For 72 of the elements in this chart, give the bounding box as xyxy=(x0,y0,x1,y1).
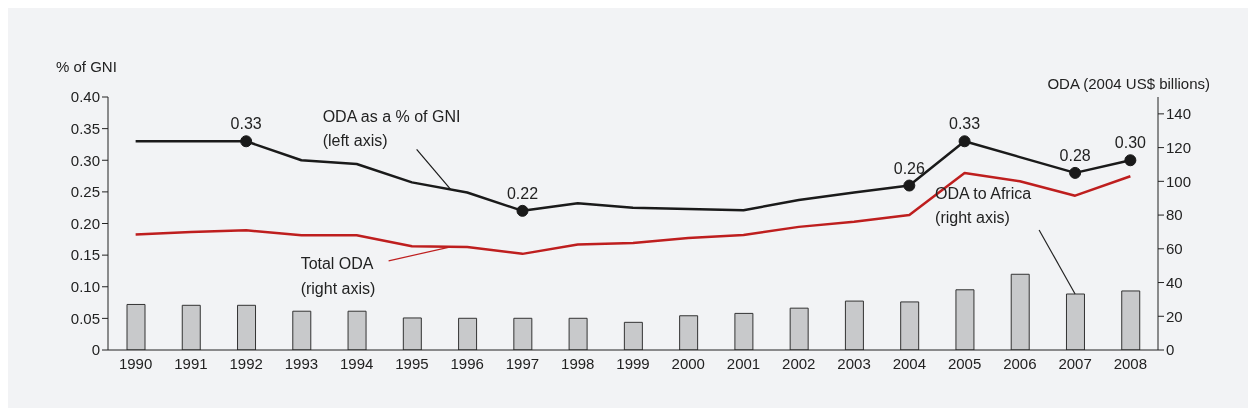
x-tick-label: 2003 xyxy=(837,354,871,372)
data-label: 0.30 xyxy=(1114,134,1147,152)
point xyxy=(958,135,971,148)
y2-tick-label: 100 xyxy=(1166,172,1192,190)
y-tick-label: 0.20 xyxy=(70,214,100,232)
bar xyxy=(402,317,422,350)
x-tick-label: 1994 xyxy=(340,354,374,372)
x-tick-label: 2000 xyxy=(671,354,705,372)
x-tick-label: 2007 xyxy=(1058,354,1092,372)
x-tick-label: 1991 xyxy=(174,354,208,372)
y2-tick-label: 40 xyxy=(1166,273,1183,291)
y-tick-label: 0.10 xyxy=(70,278,100,296)
x-tick-label: 1998 xyxy=(561,354,595,372)
bar xyxy=(679,315,699,350)
x-tick-label: 1996 xyxy=(450,354,484,372)
point xyxy=(1069,166,1082,179)
bar xyxy=(1010,273,1030,350)
bar xyxy=(1065,293,1085,350)
data-label: 0.33 xyxy=(949,115,981,133)
point xyxy=(516,204,529,217)
x-tick-label: 1993 xyxy=(284,354,319,372)
y-tick-label: 0.40 xyxy=(70,88,100,106)
x-tick-label: 2005 xyxy=(947,354,982,372)
y-tick-label: 0 xyxy=(91,341,100,359)
y2-tick-label: 80 xyxy=(1166,206,1183,224)
data-label: 0.26 xyxy=(893,159,925,177)
point xyxy=(903,179,916,192)
x-tick-label: 2008 xyxy=(1113,354,1148,372)
bar xyxy=(844,300,864,350)
bar xyxy=(347,310,367,350)
y-tick-label: 0.30 xyxy=(70,151,100,169)
x-tick-label: 2001 xyxy=(726,354,761,372)
point xyxy=(1124,154,1137,167)
data-label: 0.33 xyxy=(230,115,262,133)
bar xyxy=(623,321,643,350)
bar xyxy=(458,317,478,350)
point xyxy=(240,135,253,148)
bar xyxy=(1121,290,1141,350)
y-axis-title: % of GNI xyxy=(56,58,117,75)
x-tick-label: 2006 xyxy=(1003,354,1037,372)
data-label: 0.22 xyxy=(506,184,539,202)
bar xyxy=(126,303,146,350)
x-tick-label: 1990 xyxy=(118,354,153,372)
y2-tick-label: 140 xyxy=(1166,105,1192,123)
y2-tick-label: 60 xyxy=(1166,240,1183,258)
y2-tick-label: 0 xyxy=(1166,341,1175,359)
bar xyxy=(181,304,201,350)
series-label: Total ODA (right axis) xyxy=(300,254,376,297)
x-tick-label: 1995 xyxy=(395,354,429,372)
x-tick-label: 1999 xyxy=(616,354,650,372)
x-tick-label: 2004 xyxy=(892,354,926,372)
bar xyxy=(734,312,754,350)
series-label: ODA as a % of GNI (left axis) xyxy=(322,108,461,150)
y2-tick-label: 120 xyxy=(1166,138,1192,156)
bar xyxy=(568,317,588,350)
x-tick-label: 1992 xyxy=(229,354,263,372)
y-tick-label: 0.15 xyxy=(70,246,100,264)
bar xyxy=(513,317,533,350)
data-label: 0.28 xyxy=(1059,146,1091,164)
y2-tick-label: 20 xyxy=(1166,307,1183,325)
y-tick-label: 0.05 xyxy=(70,309,100,327)
bar xyxy=(237,304,257,350)
y-tick-label: 0.35 xyxy=(70,119,100,137)
text: ODA to Africa (right axis) xyxy=(935,185,1032,226)
bar xyxy=(292,310,312,350)
x-tick-label: 1997 xyxy=(505,354,540,372)
bar xyxy=(900,301,920,350)
y2-axis-title: ODA (2004 US$ billions) xyxy=(1047,75,1210,92)
bar xyxy=(955,289,975,350)
x-tick-label: 2002 xyxy=(782,354,816,372)
bar xyxy=(789,307,809,350)
y-tick-label: 0.25 xyxy=(70,183,100,201)
